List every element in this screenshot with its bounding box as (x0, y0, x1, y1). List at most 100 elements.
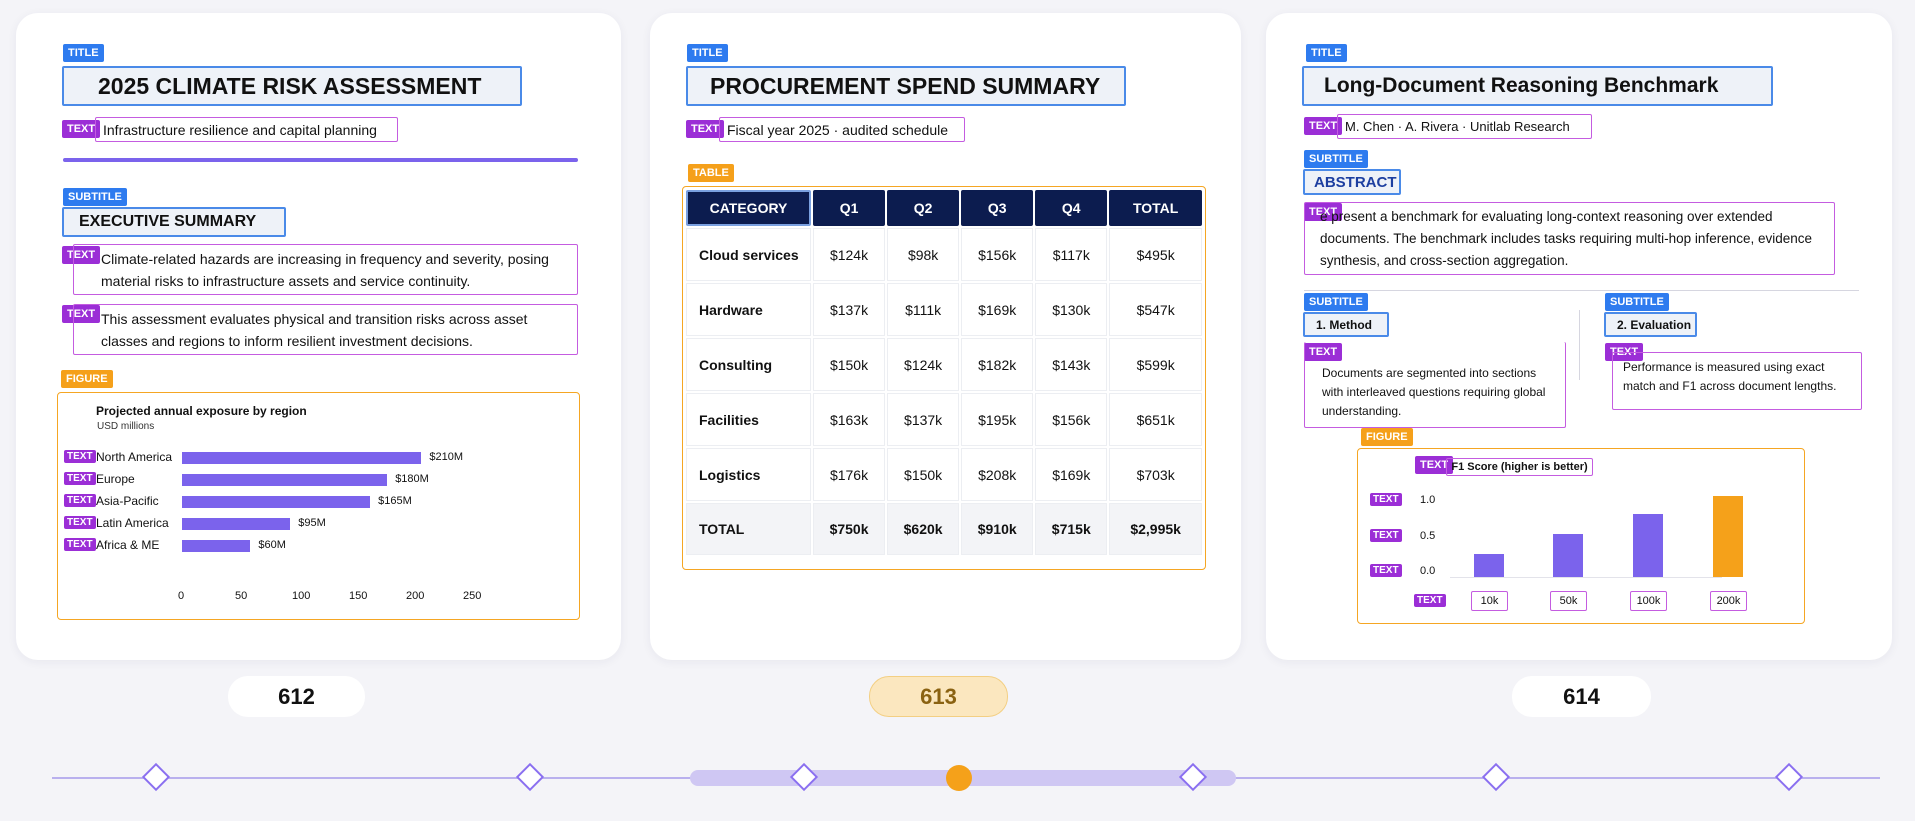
page-card-613[interactable]: TITLE PROCUREMENT SPEND SUMMARY TEXT Fis… (650, 13, 1241, 660)
table-cell: $150k (813, 338, 886, 391)
text-tag: TEXT (64, 494, 96, 507)
table-tag: TABLE (688, 164, 734, 182)
column-header: Q1 (813, 190, 886, 226)
page-number-613[interactable]: 613 (869, 676, 1008, 717)
table-cell: $137k (887, 393, 960, 446)
x-tick-label: 200 (406, 590, 425, 602)
text-tag: TEXT (64, 450, 96, 463)
text-tag: TEXT (62, 305, 101, 323)
timeline-marker-diamond[interactable] (1481, 762, 1511, 792)
timeline-marker-diamond[interactable] (1178, 762, 1208, 792)
table-region: CATEGORY Q1 Q2 Q3 Q4 TOTAL Cloud service… (682, 186, 1206, 570)
title-tag: TITLE (63, 44, 104, 62)
column-header: Q2 (887, 190, 960, 226)
subtitle-tag: SUBTITLE (63, 188, 127, 206)
bar-chart: TEXT North America $210M TEXT Europe $180M TEX… (58, 393, 578, 618)
x-tick-label: 50 (235, 590, 248, 602)
bar (1474, 554, 1504, 577)
total-label: TOTAL (686, 503, 811, 555)
total-cell: $2,995k (1109, 503, 1202, 555)
x-tick-label: 100 (292, 590, 311, 602)
authors: M. Chen · A. Rivera · Unitlab Research (1337, 114, 1592, 139)
figure-tag: FIGURE (1361, 428, 1413, 446)
method-paragraph: Documents are segmented into sections wi… (1304, 342, 1566, 428)
timeline-marker-diamond[interactable] (515, 762, 545, 792)
text-tag: TEXT (1414, 594, 1446, 607)
table-cell: $169k (1035, 448, 1108, 501)
category-label: Africa & ME (96, 538, 160, 552)
table-row: Facilities $163k $137k $195k $156k $651k (686, 393, 1202, 446)
table-cell: $117k (1035, 228, 1108, 281)
text-tag: TEXT (62, 246, 101, 264)
total-cell: $750k (813, 503, 886, 555)
table-cell: $599k (1109, 338, 1202, 391)
text-tag: TEXT (64, 538, 96, 551)
table-cell: $130k (1035, 283, 1108, 336)
chart-title: Projected annual exposure by region (96, 404, 307, 418)
summary-paragraph-2: This assessment evaluates physical and t… (73, 304, 578, 355)
table-cell: $651k (1109, 393, 1202, 446)
subtitle-tag: SUBTITLE (1605, 293, 1669, 311)
bar (1553, 534, 1583, 577)
text-tag: TEXT (62, 120, 101, 138)
page-number-614[interactable]: 614 (1512, 676, 1651, 717)
table-cell: $208k (961, 448, 1034, 501)
bar (182, 452, 422, 464)
table-cell: $150k (887, 448, 960, 501)
timeline-marker-diamond[interactable] (789, 762, 819, 792)
table-header-row: CATEGORY Q1 Q2 Q3 Q4 TOTAL (686, 190, 1202, 226)
f1-bar-chart: TEXT 1.0 TEXT 0.5 TEXT 0.0 10k 50k 100k 200k TEXT (1358, 449, 1804, 623)
y-tick-label: 0.0 (1420, 565, 1436, 577)
row-label: Facilities (686, 393, 811, 446)
bar (182, 496, 371, 508)
x-tick-label: 10k (1471, 591, 1508, 611)
table-cell: $156k (1035, 393, 1108, 446)
value-label: $60M (258, 539, 286, 551)
text-tag: TEXT (1304, 343, 1343, 361)
row-label: Cloud services (686, 228, 811, 281)
timeline-marker-diamond[interactable] (141, 762, 171, 792)
page-number-612[interactable]: 612 (228, 676, 365, 717)
bar (182, 540, 251, 552)
table-row: Cloud services $124k $98k $156k $117k $495k (686, 228, 1202, 281)
title-tag: TITLE (687, 44, 728, 62)
chart-subtitle: USD millions (97, 421, 155, 432)
subtitle-tag: SUBTITLE (1304, 150, 1368, 168)
x-tick-label: 100k (1630, 591, 1667, 611)
text-tag: TEXT (1304, 117, 1343, 135)
column-header: Q3 (961, 190, 1034, 226)
table-cell: $547k (1109, 283, 1202, 336)
page-card-614[interactable]: TITLE Long-Document Reasoning Benchmark … (1266, 13, 1892, 660)
figure-tag: FIGURE (61, 370, 113, 388)
table-cell: $124k (813, 228, 886, 281)
table-cell: $195k (961, 393, 1034, 446)
column-divider (1579, 310, 1580, 380)
table-cell: $163k (813, 393, 886, 446)
figure-f1-chart: TEXT F1 Score (higher is better) TEXT 1.0… (1357, 448, 1805, 624)
y-tick-label: 1.0 (1420, 494, 1436, 506)
text-tag: TEXT (64, 472, 96, 485)
text-tag: TEXT (1370, 564, 1402, 577)
value-label: $210M (429, 451, 464, 463)
table-cell: $495k (1109, 228, 1202, 281)
text-tag: TEXT (64, 516, 96, 529)
timeline-marker-diamond[interactable] (1774, 762, 1804, 792)
text-tag: TEXT (1370, 529, 1402, 542)
divider (63, 158, 578, 162)
category-label: Europe (96, 472, 135, 486)
text-tag: TEXT (686, 120, 725, 138)
x-tick-label: 200k (1710, 591, 1747, 611)
table-cell: $156k (961, 228, 1034, 281)
x-tick-label: 250 (463, 590, 482, 602)
evaluation-paragraph: Performance is measured using exact matc… (1612, 352, 1862, 410)
table-cell: $169k (961, 283, 1034, 336)
abstract-paragraph: e present a benchmark for evaluating lon… (1304, 202, 1835, 275)
category-label: Asia-Pacific (96, 494, 159, 508)
column-header: TOTAL (1109, 190, 1202, 226)
row-label: Consulting (686, 338, 811, 391)
divider (1304, 290, 1859, 291)
page-card-612[interactable]: TITLE 2025 CLIMATE RISK ASSESSMENT TEXT … (16, 13, 621, 660)
subtitle-text: Infrastructure resilience and capital pl… (95, 117, 398, 142)
timeline-playhead[interactable] (946, 765, 972, 791)
section-title: EXECUTIVE SUMMARY (62, 207, 286, 237)
